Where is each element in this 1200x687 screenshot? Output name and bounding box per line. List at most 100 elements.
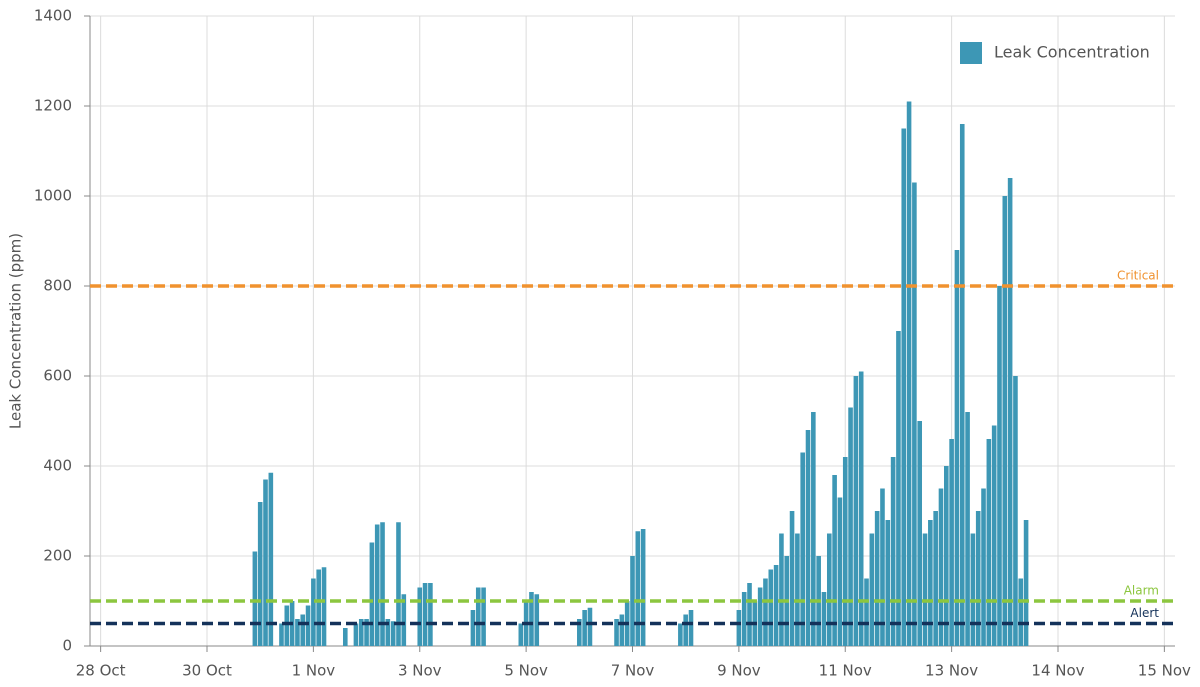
bar [678, 623, 683, 646]
bar [747, 583, 752, 646]
bar [353, 623, 359, 646]
bar [1007, 178, 1013, 646]
bar [896, 331, 901, 646]
bar [390, 621, 396, 646]
bar [582, 610, 587, 646]
bar [832, 475, 837, 646]
bar [757, 587, 763, 646]
bar [837, 497, 843, 646]
bar [279, 623, 284, 646]
bar [779, 533, 784, 646]
x-tick-label: 15 Nov [1138, 662, 1191, 680]
bar [763, 578, 768, 646]
bar [821, 592, 827, 646]
x-tick-label: 9 Nov [717, 662, 761, 680]
bar [848, 407, 853, 646]
bar [800, 452, 805, 646]
y-tick-label: 600 [43, 367, 72, 385]
bar [986, 439, 992, 646]
bar [736, 610, 742, 646]
bar [257, 502, 263, 646]
bar [842, 457, 848, 646]
bar [1023, 520, 1029, 646]
bar [635, 531, 641, 646]
bar [975, 511, 981, 646]
bar [619, 614, 625, 646]
bar [364, 619, 369, 646]
bar [789, 511, 795, 646]
x-tick-label: 13 Nov [925, 662, 978, 680]
bar [970, 533, 976, 646]
bar [614, 619, 619, 646]
y-tick-label: 1400 [34, 7, 72, 25]
bar [295, 619, 300, 646]
x-tick-label: 7 Nov [611, 662, 655, 680]
bar [417, 587, 423, 646]
bar [933, 511, 938, 646]
bar [534, 594, 540, 646]
bar [938, 488, 944, 646]
bar [853, 376, 859, 646]
bar [826, 533, 832, 646]
y-tick-label: 400 [43, 457, 72, 475]
bar [529, 592, 534, 646]
bar [991, 425, 997, 646]
bar [640, 529, 646, 646]
bar [949, 439, 954, 646]
bar [981, 488, 986, 646]
bar [954, 250, 960, 646]
bar [342, 628, 348, 646]
bar [741, 592, 747, 646]
y-tick-label: 1000 [34, 187, 72, 205]
bar [380, 522, 385, 646]
x-tick-label: 1 Nov [292, 662, 336, 680]
bar [252, 551, 258, 646]
bar [587, 607, 593, 646]
threshold-label: Alert [1130, 606, 1159, 620]
bar [428, 583, 433, 646]
bar [321, 567, 327, 646]
bar [997, 286, 1002, 646]
bar [874, 511, 880, 646]
bar [284, 605, 290, 646]
bar [880, 488, 885, 646]
bar [1013, 376, 1018, 646]
threshold-label: Critical [1117, 269, 1159, 283]
bar [300, 614, 306, 646]
bar [959, 124, 965, 646]
bar [773, 565, 779, 646]
bar [577, 619, 582, 646]
bar [630, 556, 635, 646]
bar [1002, 196, 1008, 646]
bar [795, 533, 800, 646]
y-tick-label: 1200 [34, 97, 72, 115]
bar [890, 457, 896, 646]
y-tick-label: 200 [43, 547, 72, 565]
x-tick-label: 3 Nov [398, 662, 442, 680]
bar [1018, 578, 1024, 646]
x-tick-label: 28 Oct [76, 662, 126, 680]
bar [683, 614, 688, 646]
bar [912, 182, 917, 646]
legend-label: Leak Concentration [994, 43, 1150, 62]
bar [811, 412, 816, 646]
bar [858, 371, 864, 646]
y-axis-label: Leak Concentration (ppm) [7, 233, 25, 429]
x-tick-label: 14 Nov [1031, 662, 1084, 680]
bar [869, 533, 875, 646]
legend-swatch [960, 42, 982, 64]
bar [268, 472, 274, 646]
bar [475, 587, 481, 646]
y-tick-label: 0 [62, 637, 72, 655]
x-tick-label: 5 Nov [504, 662, 548, 680]
bar [885, 520, 891, 646]
bar [385, 619, 391, 646]
bar [922, 533, 928, 646]
bar [470, 610, 476, 646]
bar [805, 430, 811, 646]
bar [374, 524, 380, 646]
bar [311, 578, 316, 646]
bar [917, 421, 923, 646]
bar [369, 542, 375, 646]
